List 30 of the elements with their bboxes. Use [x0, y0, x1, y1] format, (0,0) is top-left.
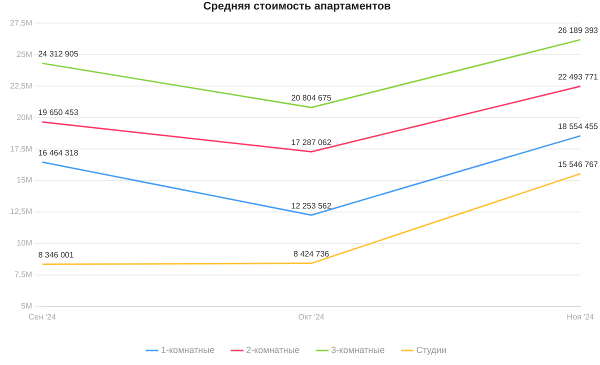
y-tick-label: 15M	[16, 176, 33, 185]
y-tick-label: 20M	[16, 112, 33, 122]
data-label: 22 493 771	[558, 72, 599, 82]
legend-label: 3-комнатные	[331, 344, 385, 355]
y-tick-label: 7,5M	[14, 270, 33, 280]
data-label: 24 312 905	[38, 50, 79, 59]
data-label: 17 287 062	[291, 138, 332, 147]
y-tick-label: 12,5M	[10, 207, 33, 216]
data-label: 8 346 001	[38, 250, 74, 260]
data-label: 8 424 736	[294, 249, 330, 258]
data-label: 20 804 675	[291, 94, 332, 103]
x-tick-label: Ноя '24	[566, 312, 595, 322]
legend-label: 1-комнатные	[161, 344, 215, 355]
legend-label: 2-комнатные	[246, 344, 300, 355]
data-label: 18 554 455	[558, 122, 599, 131]
y-tick-label: 25M	[16, 50, 33, 59]
data-label: 19 650 453	[38, 108, 79, 118]
data-label: 26 189 393	[558, 26, 599, 35]
data-label: 16 464 318	[38, 148, 79, 158]
y-tick-label: 10M	[16, 238, 33, 248]
chart-title: Средняя стоимость апартаментов	[203, 0, 392, 13]
x-tick-label: Окт '24	[298, 312, 325, 322]
y-tick-label: 17,5M	[10, 144, 33, 154]
data-label: 15 546 767	[558, 160, 599, 169]
y-tick-label: 27,5M	[10, 18, 33, 28]
data-label: 12 253 562	[291, 201, 332, 210]
x-tick-label: Сен '24	[28, 312, 56, 322]
y-tick-label: 22,5M	[10, 81, 33, 90]
y-tick-label: 5M	[21, 302, 33, 311]
legend-label: Студии	[416, 344, 446, 355]
